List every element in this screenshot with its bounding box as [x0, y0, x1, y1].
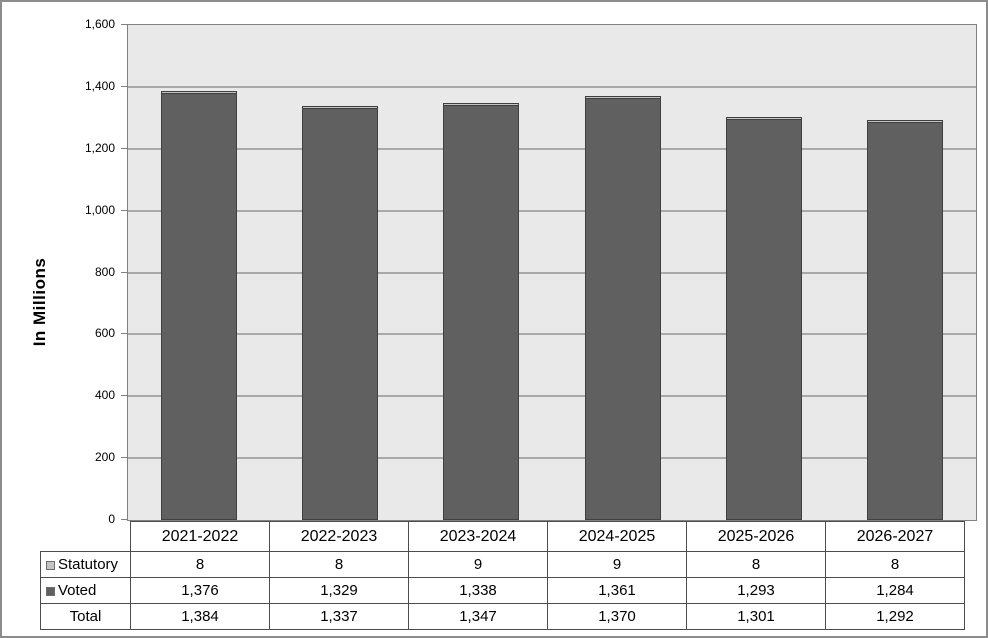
value-cell-total: 1,370: [547, 603, 687, 630]
gridline-1200: [128, 148, 976, 150]
bar-2026-2027: [867, 120, 944, 520]
bar-segment-statutory-2021-2022: [160, 91, 237, 94]
bar-segment-voted-2026-2027: [867, 123, 944, 520]
bar-segment-statutory-2026-2027: [867, 120, 944, 123]
bar-2023-2024: [443, 103, 520, 520]
bars-layer: [128, 25, 976, 520]
chart-data-table: 2021-2022 2022-2023 2023-2024 2024-2025 2025…: [40, 521, 965, 630]
y-tick-label-1200: 1,200: [84, 141, 115, 155]
gridline-200: [128, 457, 976, 459]
y-tick-label-400: 400: [94, 388, 115, 402]
bar-slot-2025-2026: [693, 25, 834, 520]
row-label-statutory: Statutory: [58, 556, 119, 573]
value-cell-total: 1,347: [408, 603, 548, 630]
row-label-cell-voted: Voted: [40, 577, 131, 604]
bar-segment-statutory-2023-2024: [443, 103, 520, 106]
year-header-cell: 2021-2022: [130, 521, 270, 552]
y-tick-label-800: 800: [94, 265, 115, 279]
value-cell-voted: 1,338: [408, 577, 548, 604]
year-header-cell: 2024-2025: [547, 521, 687, 552]
bar-segment-statutory-2024-2025: [584, 96, 661, 99]
year-header-cell: 2026-2027: [825, 521, 965, 552]
row-label-voted: Voted: [58, 582, 97, 599]
value-cell-voted: 1,293: [686, 577, 826, 604]
value-cell-statutory: 8: [825, 551, 965, 578]
value-cell-voted: 1,376: [130, 577, 270, 604]
table-year-header-row: 2021-2022 2022-2023 2023-2024 2024-2025 2025…: [41, 521, 965, 552]
legend-marker-statutory-icon: [46, 561, 55, 570]
bar-slot-2026-2027: [835, 25, 976, 520]
table-row-total: Total 1,384 1,337 1,347 1,370 1,301 1,292: [40, 603, 965, 630]
gridline-1400: [128, 86, 976, 88]
y-tick-label-0: 0: [108, 512, 115, 526]
bar-2025-2026: [725, 117, 802, 520]
row-label-cell-statutory: Statutory: [40, 551, 131, 578]
table-row-voted: Voted 1,376 1,329 1,338 1,361 1,293 1,284: [40, 577, 965, 604]
y-tick-label-1600: 1,600: [84, 17, 115, 31]
bar-segment-voted-2025-2026: [725, 120, 802, 520]
table-row-statutory: Statutory 8 8 9 9 8 8: [40, 551, 965, 578]
bar-slot-2022-2023: [269, 25, 410, 520]
bar-segment-voted-2024-2025: [584, 99, 661, 520]
value-cell-total: 1,337: [269, 603, 409, 630]
y-tick-mark-400: [121, 395, 127, 396]
bar-slot-2024-2025: [552, 25, 693, 520]
bar-2024-2025: [584, 96, 661, 520]
year-header-cell: 2022-2023: [269, 521, 409, 552]
gridline-600: [128, 333, 976, 335]
row-label-cell-total: Total: [40, 603, 131, 630]
value-cell-voted: 1,361: [547, 577, 687, 604]
row-label-total: Total: [69, 608, 102, 625]
bar-segment-voted-2023-2024: [443, 106, 520, 520]
legend-marker-voted-icon: [46, 587, 55, 596]
bar-segment-voted-2021-2022: [160, 94, 237, 520]
value-cell-voted: 1,284: [825, 577, 965, 604]
y-tick-label-200: 200: [94, 450, 115, 464]
y-tick-mark-600: [121, 333, 127, 334]
value-cell-total: 1,292: [825, 603, 965, 630]
y-tick-mark-1400: [121, 86, 127, 87]
gridline-1000: [128, 210, 976, 212]
value-cell-statutory: 8: [130, 551, 270, 578]
y-tick-mark-200: [121, 457, 127, 458]
bar-slot-2023-2024: [411, 25, 552, 520]
value-cell-statutory: 9: [547, 551, 687, 578]
value-cell-total: 1,301: [686, 603, 826, 630]
value-cell-total: 1,384: [130, 603, 270, 630]
bar-segment-statutory-2025-2026: [725, 117, 802, 120]
value-cell-voted: 1,329: [269, 577, 409, 604]
plot-area: [127, 24, 977, 521]
bar-segment-voted-2022-2023: [301, 109, 378, 520]
y-tick-mark-1000: [121, 210, 127, 211]
value-cell-statutory: 9: [408, 551, 548, 578]
year-header-cell: 2023-2024: [408, 521, 548, 552]
year-header-cell: 2025-2026: [686, 521, 826, 552]
gridline-400: [128, 395, 976, 397]
y-tick-mark-800: [121, 272, 127, 273]
value-cell-statutory: 8: [686, 551, 826, 578]
bar-2021-2022: [160, 91, 237, 520]
bar-2022-2023: [301, 106, 378, 520]
table-corner-blank: [41, 522, 131, 552]
bar-segment-statutory-2022-2023: [301, 106, 378, 109]
y-tick-mark-1600: [121, 24, 127, 25]
y-tick-label-600: 600: [94, 326, 115, 340]
value-cell-statutory: 8: [269, 551, 409, 578]
gridline-800: [128, 272, 976, 274]
y-tick-mark-0: [121, 519, 127, 520]
bar-slot-2021-2022: [128, 25, 269, 520]
y-tick-label-1000: 1,000: [84, 203, 115, 217]
y-tick-mark-1200: [121, 148, 127, 149]
y-tick-label-1400: 1,400: [84, 79, 115, 93]
